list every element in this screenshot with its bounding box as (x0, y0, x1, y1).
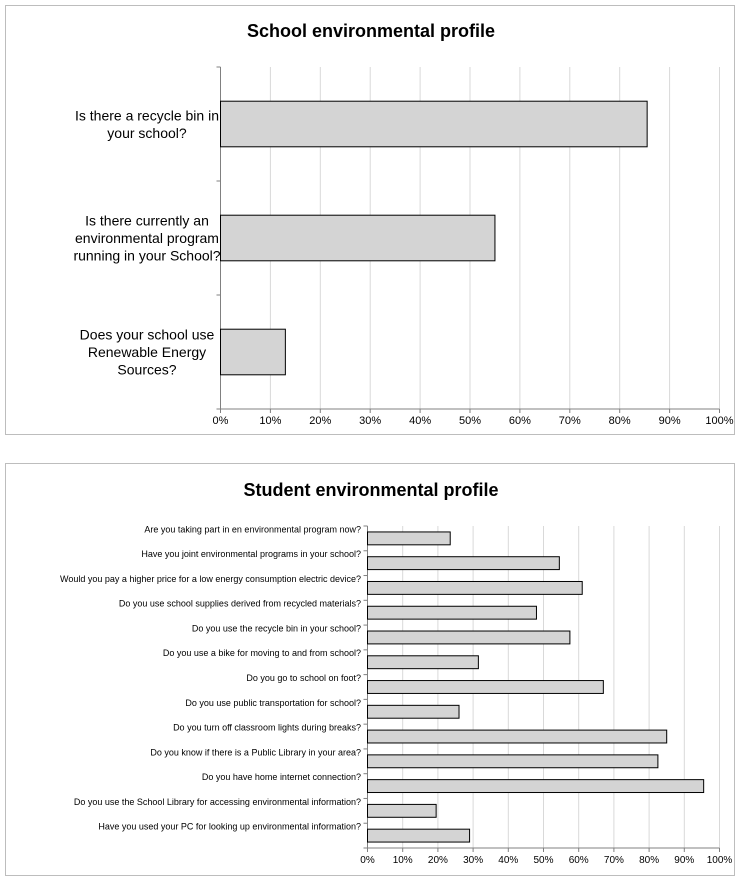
school-profile-chart-panel: School environmental profile 0% 10% 20% 30%… (5, 5, 735, 435)
category-label: Is there a recycle bin in (75, 107, 219, 123)
x-tick-label: 70% (559, 415, 581, 427)
bar (367, 630, 571, 645)
bar (220, 214, 496, 262)
bar (367, 605, 537, 620)
bar (367, 803, 437, 818)
category-label: Does your school use (80, 327, 215, 343)
category-label: Do you have home internet connection? (202, 772, 361, 782)
category-label: Have you used your PC for looking up env… (98, 822, 361, 832)
x-tick-label: 90% (659, 415, 681, 427)
category-label: Would you pay a higher price for a low e… (60, 574, 361, 584)
category-label: Renewable Energy (88, 344, 206, 360)
x-tick-label: 20% (309, 415, 331, 427)
x-tick-label: 60% (569, 855, 589, 866)
category-label: Do you use a bike for moving to and from… (163, 648, 361, 658)
category-label: environmental program (75, 230, 219, 246)
x-tick-label: 10% (259, 415, 281, 427)
school-profile-chart: School environmental profile 0% 10% 20% 30%… (73, 21, 733, 427)
bar (367, 754, 659, 769)
x-tick-label: 0% (360, 855, 375, 866)
category-label: Are you taking part in en environmental … (144, 524, 361, 534)
bar (367, 655, 479, 670)
x-tick-label: 80% (639, 855, 659, 866)
x-tick-label: 90% (674, 855, 694, 866)
category-label: Do you use the recycle bin in your schoo… (192, 623, 361, 633)
bar (367, 556, 560, 571)
bar (367, 680, 604, 694)
bar (367, 580, 583, 595)
x-tick-label: 40% (409, 415, 431, 427)
x-tick-label: 50% (533, 855, 553, 866)
category-label: running in your School? (73, 248, 220, 264)
x-tick-label: 40% (498, 855, 518, 866)
x-tick-label: 70% (604, 855, 624, 866)
chart-title: School environmental profile (247, 21, 495, 41)
x-tick-label: 10% (393, 855, 413, 866)
bar (367, 729, 668, 744)
category-label: Do you use public transportation for sch… (185, 698, 361, 708)
student-profile-chart: Student environmental profile 0% 10% 20% 30… (60, 480, 733, 866)
x-tick-label: 80% (609, 415, 631, 427)
bar (220, 328, 286, 376)
bar (367, 779, 705, 794)
x-tick-label: 50% (459, 415, 481, 427)
x-tick-label: 100% (705, 415, 733, 427)
category-label: Do you use school supplies derived from … (119, 599, 361, 609)
category-label: Do you use the School Library for access… (74, 797, 361, 807)
bar (367, 828, 471, 843)
student-profile-chart-panel: Student environmental profile 0% 10% 20% 30… (5, 463, 735, 876)
category-label: Do you turn off classroom lights during … (173, 723, 361, 733)
x-tick-label: 0% (213, 415, 229, 427)
category-label: Do you know if there is a Public Library… (150, 747, 361, 757)
category-label: Do you go to school on foot? (246, 673, 361, 683)
category-label: Is there currently an (85, 213, 209, 229)
bar (367, 704, 460, 719)
chart-title: Student environmental profile (243, 480, 498, 500)
category-label: Have you joint environmental programs in… (141, 549, 361, 559)
bar (367, 531, 451, 546)
x-tick-label: 30% (463, 855, 483, 866)
category-label: Sources? (117, 362, 176, 378)
x-tick-label: 100% (707, 855, 733, 866)
category-label: your school? (107, 125, 187, 141)
x-tick-label: 20% (428, 855, 448, 866)
bar (220, 100, 648, 148)
x-tick-label: 30% (359, 415, 381, 427)
x-tick-label: 60% (509, 415, 531, 427)
